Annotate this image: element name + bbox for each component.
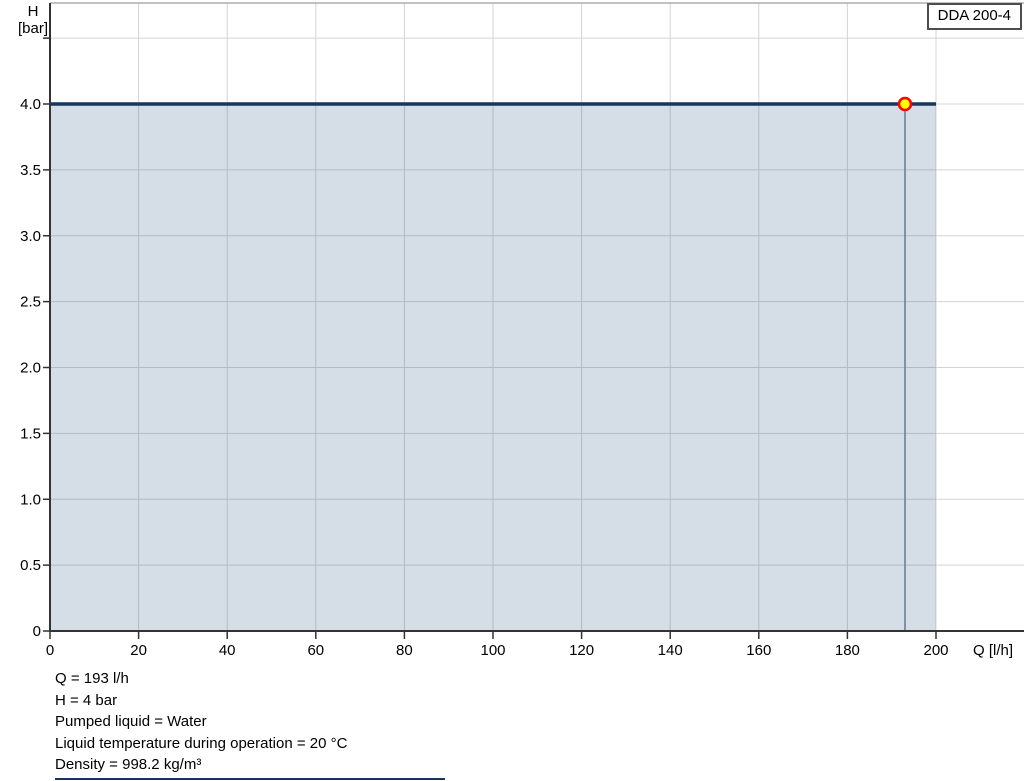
x-tick-label: 60 [307,642,324,659]
x-tick-label: 160 [746,642,771,659]
y-tick-label: 1.0 [20,491,41,508]
y-axis-title: H [28,3,39,20]
pump-curve-chart: 0 20 40 60 80 100 120 140 160 180 200 0 0.5 1.0 1.5 2.0… [18,2,1024,659]
x-tick-label: 140 [658,642,683,659]
summary-liquid-temperature: Liquid temperature during operation = 20… [55,734,348,752]
y-tick-label: 0.5 [20,557,41,574]
performance-area-fill [50,104,936,631]
operating-point-marker[interactable] [897,96,913,112]
y-tick-label: 0 [33,623,41,640]
y-tick-label: 2.0 [20,360,41,377]
y-tick-label: 2.5 [20,294,41,311]
x-tick-label: 100 [480,642,505,659]
y-axis-title-unit: [bar] [18,20,48,37]
y-tick-label: 3.5 [20,162,41,179]
bottom-divider [55,778,445,780]
summary-flow: Q = 193 l/h [55,670,129,687]
y-tick-label: 3.0 [20,228,41,245]
x-tick-label: 20 [130,642,147,659]
x-tick-label: 0 [46,642,54,659]
y-tick-label: 4.0 [20,96,41,113]
legend-label: DDA 200-4 [937,7,1011,24]
x-tick-label: 120 [569,642,594,659]
x-tick-label: 180 [835,642,860,659]
legend-box: DDA 200-4 [926,3,1022,30]
x-tick-label: 40 [219,642,236,659]
x-axis-title: Q [l/h] [973,642,1013,659]
y-tick-label: 1.5 [20,425,41,442]
summary-head: H = 4 bar [55,691,118,709]
x-tick-label: 80 [396,642,413,659]
summary-density: Density = 998.2 kg/m³ [55,756,202,773]
operating-data-summary: Q = 193 l/h H = 4 bar Pumped liquid = Wa… [55,668,347,776]
summary-pumped-liquid: Pumped liquid = Water [55,713,207,730]
x-tick-label: 200 [923,642,948,659]
